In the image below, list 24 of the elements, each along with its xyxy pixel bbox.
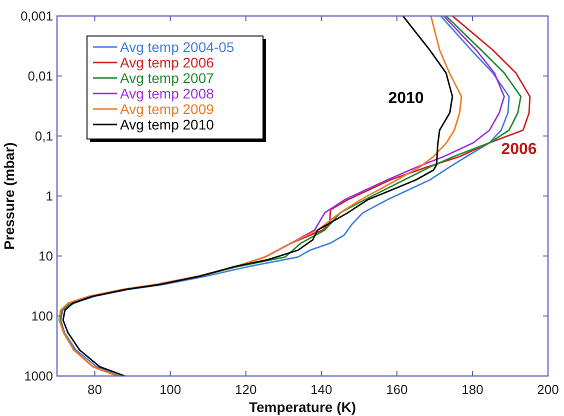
x-axis-title: Temperature (K)	[248, 399, 356, 415]
y-tick-label: 0,1	[34, 128, 53, 144]
x-tick-label: 100	[159, 382, 182, 397]
x-tick-label: 160	[386, 382, 408, 397]
y-tick-label: 0,01	[28, 68, 53, 84]
y-tick-label: 100	[31, 308, 53, 324]
y-tick-label: 0,001	[20, 8, 53, 24]
y-axis-title: Pressure (mbar)	[1, 142, 17, 250]
legend-label: Avg temp 2009	[120, 101, 214, 117]
annotation: 2006	[501, 141, 537, 158]
y-tick-label: 1	[46, 188, 53, 204]
x-tick-label: 200	[537, 382, 559, 397]
annotation: 2010	[388, 90, 424, 107]
legend-label: Avg temp 2006	[120, 54, 214, 70]
x-tick-label: 80	[88, 382, 102, 397]
x-tick-label: 120	[234, 382, 257, 397]
legend-label: Avg temp 2010	[120, 116, 214, 132]
legend-label: Avg temp 2004-05	[120, 39, 234, 55]
legend-label: Avg temp 2008	[120, 86, 214, 102]
x-tick-label: 140	[310, 382, 332, 397]
x-tick-label: 180	[462, 382, 484, 397]
legend-label: Avg temp 2007	[120, 70, 214, 86]
y-tick-label: 1000	[24, 368, 53, 384]
y-tick-label: 10	[38, 248, 53, 264]
